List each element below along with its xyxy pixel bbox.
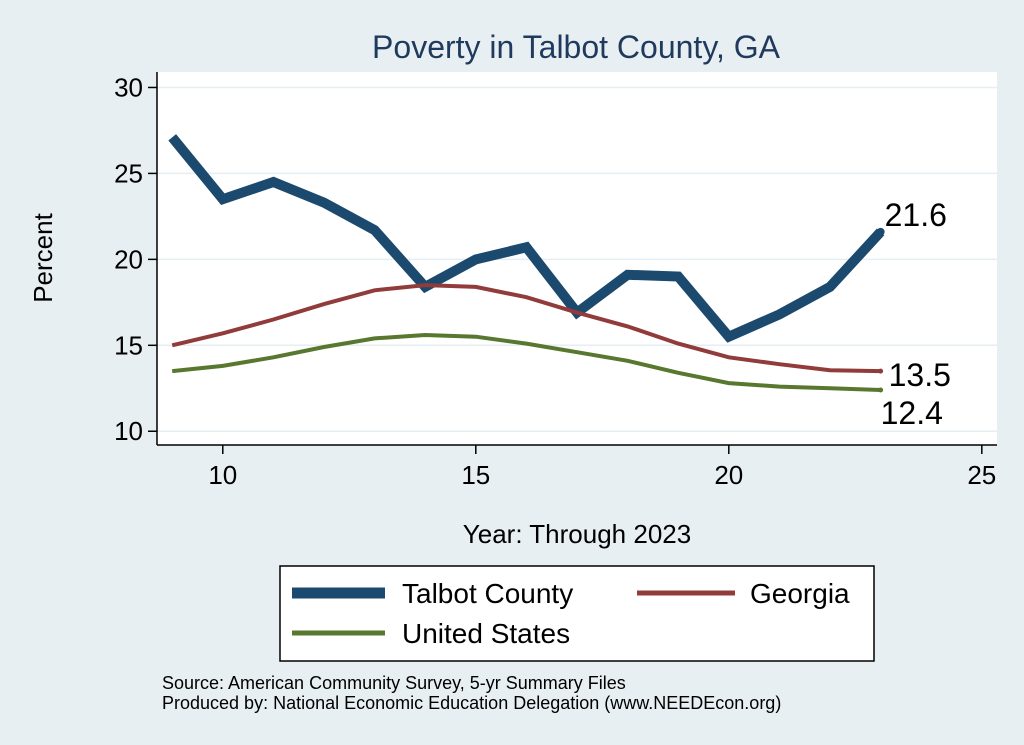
end-labels: 21.6 13.512.4 [876, 197, 951, 431]
y-tick-label-15: 15 [114, 330, 143, 360]
series-line-georgia [171, 283, 881, 374]
end-label-talbot-county: 21.6 [885, 197, 947, 233]
end-label-georgia: 13.5 [889, 357, 951, 393]
legend-box [279, 565, 875, 662]
y-axis-ticks: 10 15 20 25 30 [114, 72, 157, 446]
x-tick-label-15: 15 [461, 460, 490, 490]
y-tick-label-25: 25 [114, 158, 143, 188]
x-tick-label-10: 10 [208, 460, 237, 490]
y-tick-label-20: 20 [114, 244, 143, 274]
legend: Talbot County Georgia United States [279, 565, 875, 662]
legend-label-united-states: United States [402, 618, 570, 649]
source-note: Source: American Community Survey, 5-yr … [162, 673, 626, 693]
y-tick-label-10: 10 [114, 416, 143, 446]
y-tick-label-30: 30 [114, 72, 143, 102]
legend-label-talbot-county: Talbot County [402, 578, 573, 609]
x-axis-ticks: 10 15 20 25 [208, 445, 996, 490]
end-label-united-states: 12.4 [881, 395, 943, 431]
series-line-united-states [171, 332, 881, 392]
end-marker-georgia [878, 368, 884, 374]
series-line-talbot-county [168, 134, 885, 343]
x-tick-label-25: 25 [967, 460, 996, 490]
end-marker-united-states [878, 387, 884, 393]
y-axis-title: Percent [28, 212, 58, 302]
chart-title: Poverty in Talbot County, GA [372, 29, 781, 65]
series-lines [168, 134, 885, 392]
x-tick-label-20: 20 [714, 460, 743, 490]
legend-label-georgia: Georgia [750, 578, 850, 609]
x-axis-title: Year: Through 2023 [463, 519, 691, 549]
end-marker-talbot-county [876, 227, 885, 236]
produced-note: Produced by: National Economic Education… [162, 693, 781, 713]
